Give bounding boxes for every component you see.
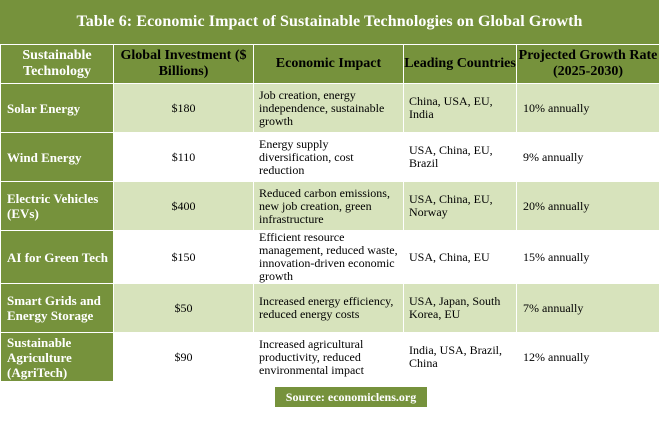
cell-growth: 15% annually (516, 230, 659, 284)
cell-growth: 7% annually (516, 283, 659, 333)
cell-investment: $180 (113, 83, 254, 133)
table-row: Solar Energy $180 Job creation, energy i… (0, 83, 659, 133)
cell-investment: $50 (113, 283, 254, 333)
header-impact: Economic Impact (253, 44, 404, 84)
cell-impact: Increased agricultural productivity, red… (253, 332, 404, 382)
header-countries: Leading Countries (403, 44, 517, 84)
cell-countries: USA, China, EU (403, 230, 517, 284)
sustainable-tech-table: Sustainable Technology Global Investment… (0, 44, 659, 382)
cell-technology: Wind Energy (0, 132, 114, 182)
cell-growth: 9% annually (516, 132, 659, 182)
header-growth: Projected Growth Rate (2025-2030) (516, 44, 659, 84)
cell-impact: Job creation, energy independence, susta… (253, 83, 404, 133)
cell-technology: Electric Vehicles (EVs) (0, 181, 114, 231)
cell-countries: India, USA, Brazil, China (403, 332, 517, 382)
table-row: Smart Grids and Energy Storage $50 Incre… (0, 283, 659, 333)
cell-countries: USA, China, EU, Norway (403, 181, 517, 231)
table-row: Sustainable Agriculture (AgriTech) $90 I… (0, 332, 659, 382)
header-technology: Sustainable Technology (0, 44, 114, 84)
cell-growth: 12% annually (516, 332, 659, 382)
table-title: Table 6: Economic Impact of Sustainable … (0, 0, 659, 44)
cell-impact: Reduced carbon emissions, new job creati… (253, 181, 404, 231)
cell-technology: Smart Grids and Energy Storage (0, 283, 114, 333)
table-row: Electric Vehicles (EVs) $400 Reduced car… (0, 181, 659, 231)
cell-investment: $400 (113, 181, 254, 231)
table-row: Wind Energy $110 Energy supply diversifi… (0, 132, 659, 182)
cell-investment: $90 (113, 332, 254, 382)
table-row: AI for Green Tech $150 Efficient resourc… (0, 230, 659, 284)
cell-technology: Solar Energy (0, 83, 114, 133)
header-investment: Global Investment ($ Billions) (113, 44, 254, 84)
cell-technology: AI for Green Tech (0, 230, 114, 284)
cell-impact: Energy supply diversification, cost redu… (253, 132, 404, 182)
cell-countries: China, USA, EU, India (403, 83, 517, 133)
header-row: Sustainable Technology Global Investment… (0, 44, 659, 84)
cell-growth: 10% annually (516, 83, 659, 133)
cell-growth: 20% annually (516, 181, 659, 231)
cell-countries: USA, China, EU, Brazil (403, 132, 517, 182)
cell-technology: Sustainable Agriculture (AgriTech) (0, 332, 114, 382)
source-label: Source: economiclens.org (275, 387, 427, 407)
cell-investment: $110 (113, 132, 254, 182)
cell-investment: $150 (113, 230, 254, 284)
cell-impact: Increased energy efficiency, reduced ene… (253, 283, 404, 333)
cell-countries: USA, Japan, South Korea, EU (403, 283, 517, 333)
cell-impact: Efficient resource management, reduced w… (253, 230, 404, 284)
